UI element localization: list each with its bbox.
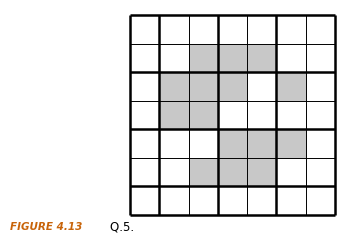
Bar <box>188 158 218 187</box>
Text: Q.5.: Q.5. <box>95 221 134 234</box>
Bar <box>188 72 218 101</box>
Bar <box>188 101 218 129</box>
Text: FIGURE 4.13: FIGURE 4.13 <box>10 222 82 232</box>
Bar <box>247 44 277 72</box>
Bar <box>159 72 188 101</box>
Bar <box>218 129 247 158</box>
Bar <box>277 72 306 101</box>
Bar <box>247 158 277 187</box>
Bar <box>247 129 277 158</box>
Bar <box>188 44 218 72</box>
Bar <box>218 158 247 187</box>
Bar <box>159 101 188 129</box>
Bar <box>218 44 247 72</box>
Bar <box>277 129 306 158</box>
Bar <box>218 72 247 101</box>
